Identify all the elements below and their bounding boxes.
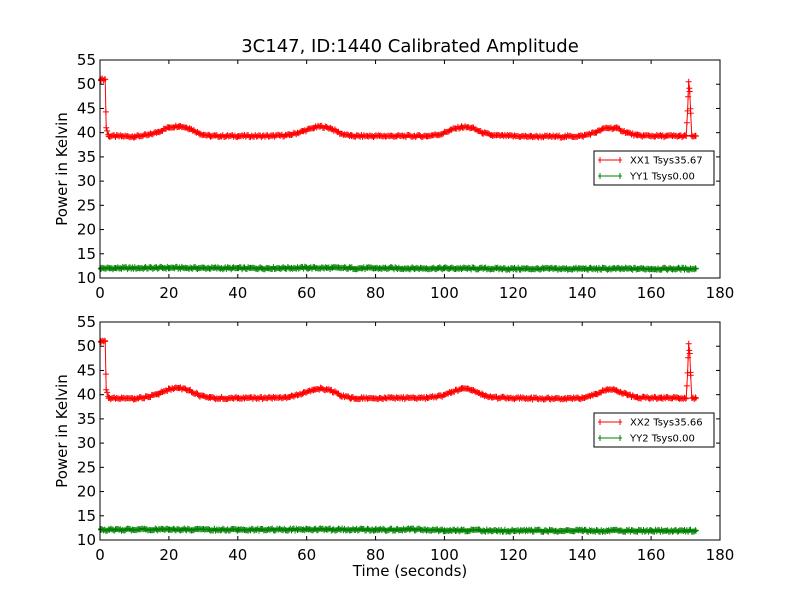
y-tick-label: 50 xyxy=(77,75,96,93)
y-tick-label: 15 xyxy=(77,245,96,263)
series-markers xyxy=(98,337,699,403)
x-tick-label: 0 xyxy=(95,284,105,302)
y-tick-label: 45 xyxy=(77,361,96,379)
y-tick-label: 20 xyxy=(77,221,96,239)
x-tick-label: 80 xyxy=(366,546,385,564)
axes-frame xyxy=(99,321,721,541)
y-tick-label: 40 xyxy=(77,386,96,404)
series-yy2 xyxy=(98,525,699,535)
y-axis-label: Power in Kelvin xyxy=(53,374,71,488)
axes-frame xyxy=(99,59,721,279)
series-markers xyxy=(98,263,699,273)
x-tick-label: 120 xyxy=(499,284,528,302)
legend-marker xyxy=(599,173,621,179)
x-tick-label: 60 xyxy=(297,546,316,564)
x-axis-label: Time (seconds) xyxy=(352,562,468,580)
panels: 0 20 40 60 80 100 120 140 160 1801015202530354045… xyxy=(53,51,734,564)
x-tick-label: 140 xyxy=(568,284,597,302)
series-xx2 xyxy=(98,337,699,403)
y-axis-label: Power in Kelvin xyxy=(53,112,71,226)
y-tick-label: 45 xyxy=(77,99,96,117)
x-tick-label: 180 xyxy=(706,546,735,564)
x-tick-label: 120 xyxy=(499,546,528,564)
x-tick-label: 80 xyxy=(366,284,385,302)
legend-entry: XX2 Tsys35.66 xyxy=(630,418,703,429)
x-tick-label: 100 xyxy=(430,284,459,302)
series-markers xyxy=(98,75,699,141)
legend-entry: YY2 Tsys0.00 xyxy=(629,434,695,445)
x-tick-label: 140 xyxy=(568,546,597,564)
legend-entry: YY1 Tsys0.00 xyxy=(629,172,695,183)
x-tick-label: 20 xyxy=(159,284,178,302)
y-tick-label: 25 xyxy=(77,458,96,476)
legend: XX1 Tsys35.67 YY1 Tsys0.00 xyxy=(593,150,715,186)
legend-box xyxy=(593,150,715,186)
y-tick-label: 55 xyxy=(77,313,96,331)
panel-1: 0 20 40 60 80 100 120 140 160 180 10 15 20 25 30 35 40 45… xyxy=(53,51,734,302)
legend-marker xyxy=(599,419,621,425)
y-tick-label: 30 xyxy=(77,434,96,452)
y-tick-label: 35 xyxy=(77,148,96,166)
legend-marker xyxy=(599,157,621,163)
panel-2: 0 20 40 60 80 100 120 140 160 180 10 15 20 25 30 35 40 45… xyxy=(53,313,734,564)
x-tick-label: 160 xyxy=(637,546,666,564)
chart-title: 3C147, ID:1440 Calibrated Amplitude xyxy=(241,36,579,57)
legend-box xyxy=(593,412,715,448)
y-tick-label: 55 xyxy=(77,51,96,69)
x-tick-label: 40 xyxy=(228,284,247,302)
legend-marker xyxy=(599,435,621,441)
legend: XX2 Tsys35.66 YY2 Tsys0.00 xyxy=(593,412,715,448)
y-tick-label: 35 xyxy=(77,410,96,428)
x-tick-label: 160 xyxy=(637,284,666,302)
y-tick-label: 40 xyxy=(77,124,96,142)
x-tick-label: 100 xyxy=(430,546,459,564)
x-tick-label: 0 xyxy=(95,546,105,564)
y-tick-label: 30 xyxy=(77,172,96,190)
series-xx1 xyxy=(98,75,699,141)
y-tick-label: 10 xyxy=(77,269,96,287)
x-tick-label: 60 xyxy=(297,284,316,302)
y-tick-label: 15 xyxy=(77,507,96,525)
y-tick-label: 20 xyxy=(77,483,96,501)
x-tick-label: 180 xyxy=(706,284,735,302)
series-yy1 xyxy=(98,263,699,273)
series-markers xyxy=(98,525,699,535)
y-tick-label: 50 xyxy=(77,337,96,355)
y-tick-label: 25 xyxy=(77,196,96,214)
x-tick-label: 40 xyxy=(228,546,247,564)
y-tick-label: 10 xyxy=(77,531,96,549)
legend-entry: XX1 Tsys35.67 xyxy=(630,156,703,167)
x-tick-label: 20 xyxy=(159,546,178,564)
